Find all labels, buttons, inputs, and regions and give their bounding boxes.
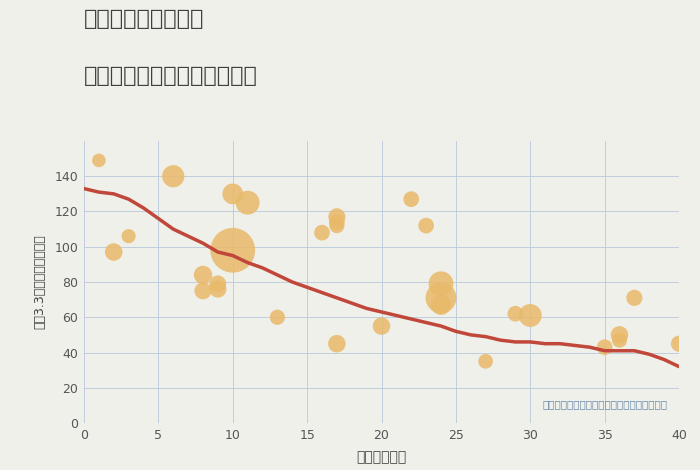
Point xyxy=(197,287,209,295)
X-axis label: 築年数（年）: 築年数（年） xyxy=(356,450,407,464)
Point xyxy=(673,340,685,347)
Point xyxy=(614,337,625,344)
Point xyxy=(435,301,447,309)
Point xyxy=(525,312,536,319)
Text: 築年数別中古マンション価格: 築年数別中古マンション価格 xyxy=(84,66,258,86)
Point xyxy=(421,222,432,229)
Point xyxy=(242,199,253,206)
Point xyxy=(212,280,223,288)
Point xyxy=(331,222,342,229)
Point xyxy=(331,340,342,347)
Point xyxy=(227,190,238,197)
Point xyxy=(212,285,223,293)
Point xyxy=(108,248,119,256)
Point xyxy=(331,218,342,226)
Point xyxy=(316,229,328,236)
Point xyxy=(376,322,387,330)
Point xyxy=(123,232,134,240)
Point xyxy=(331,213,342,220)
Text: 奈良県奈良市三松の: 奈良県奈良市三松の xyxy=(84,9,204,30)
Point xyxy=(435,294,447,302)
Point xyxy=(629,294,640,302)
Point xyxy=(197,271,209,279)
Point xyxy=(435,280,447,288)
Point xyxy=(510,310,521,318)
Point xyxy=(599,344,610,351)
Y-axis label: 坪（3.3㎡）単価（万円）: 坪（3.3㎡）単価（万円） xyxy=(33,235,46,329)
Point xyxy=(168,172,179,180)
Text: 円の大きさは、取引のあった物件面積を示す: 円の大きさは、取引のあった物件面積を示す xyxy=(542,399,667,409)
Point xyxy=(406,196,417,203)
Point xyxy=(93,157,104,164)
Point xyxy=(480,358,491,365)
Point xyxy=(614,331,625,338)
Point xyxy=(272,313,283,321)
Point xyxy=(227,246,238,254)
